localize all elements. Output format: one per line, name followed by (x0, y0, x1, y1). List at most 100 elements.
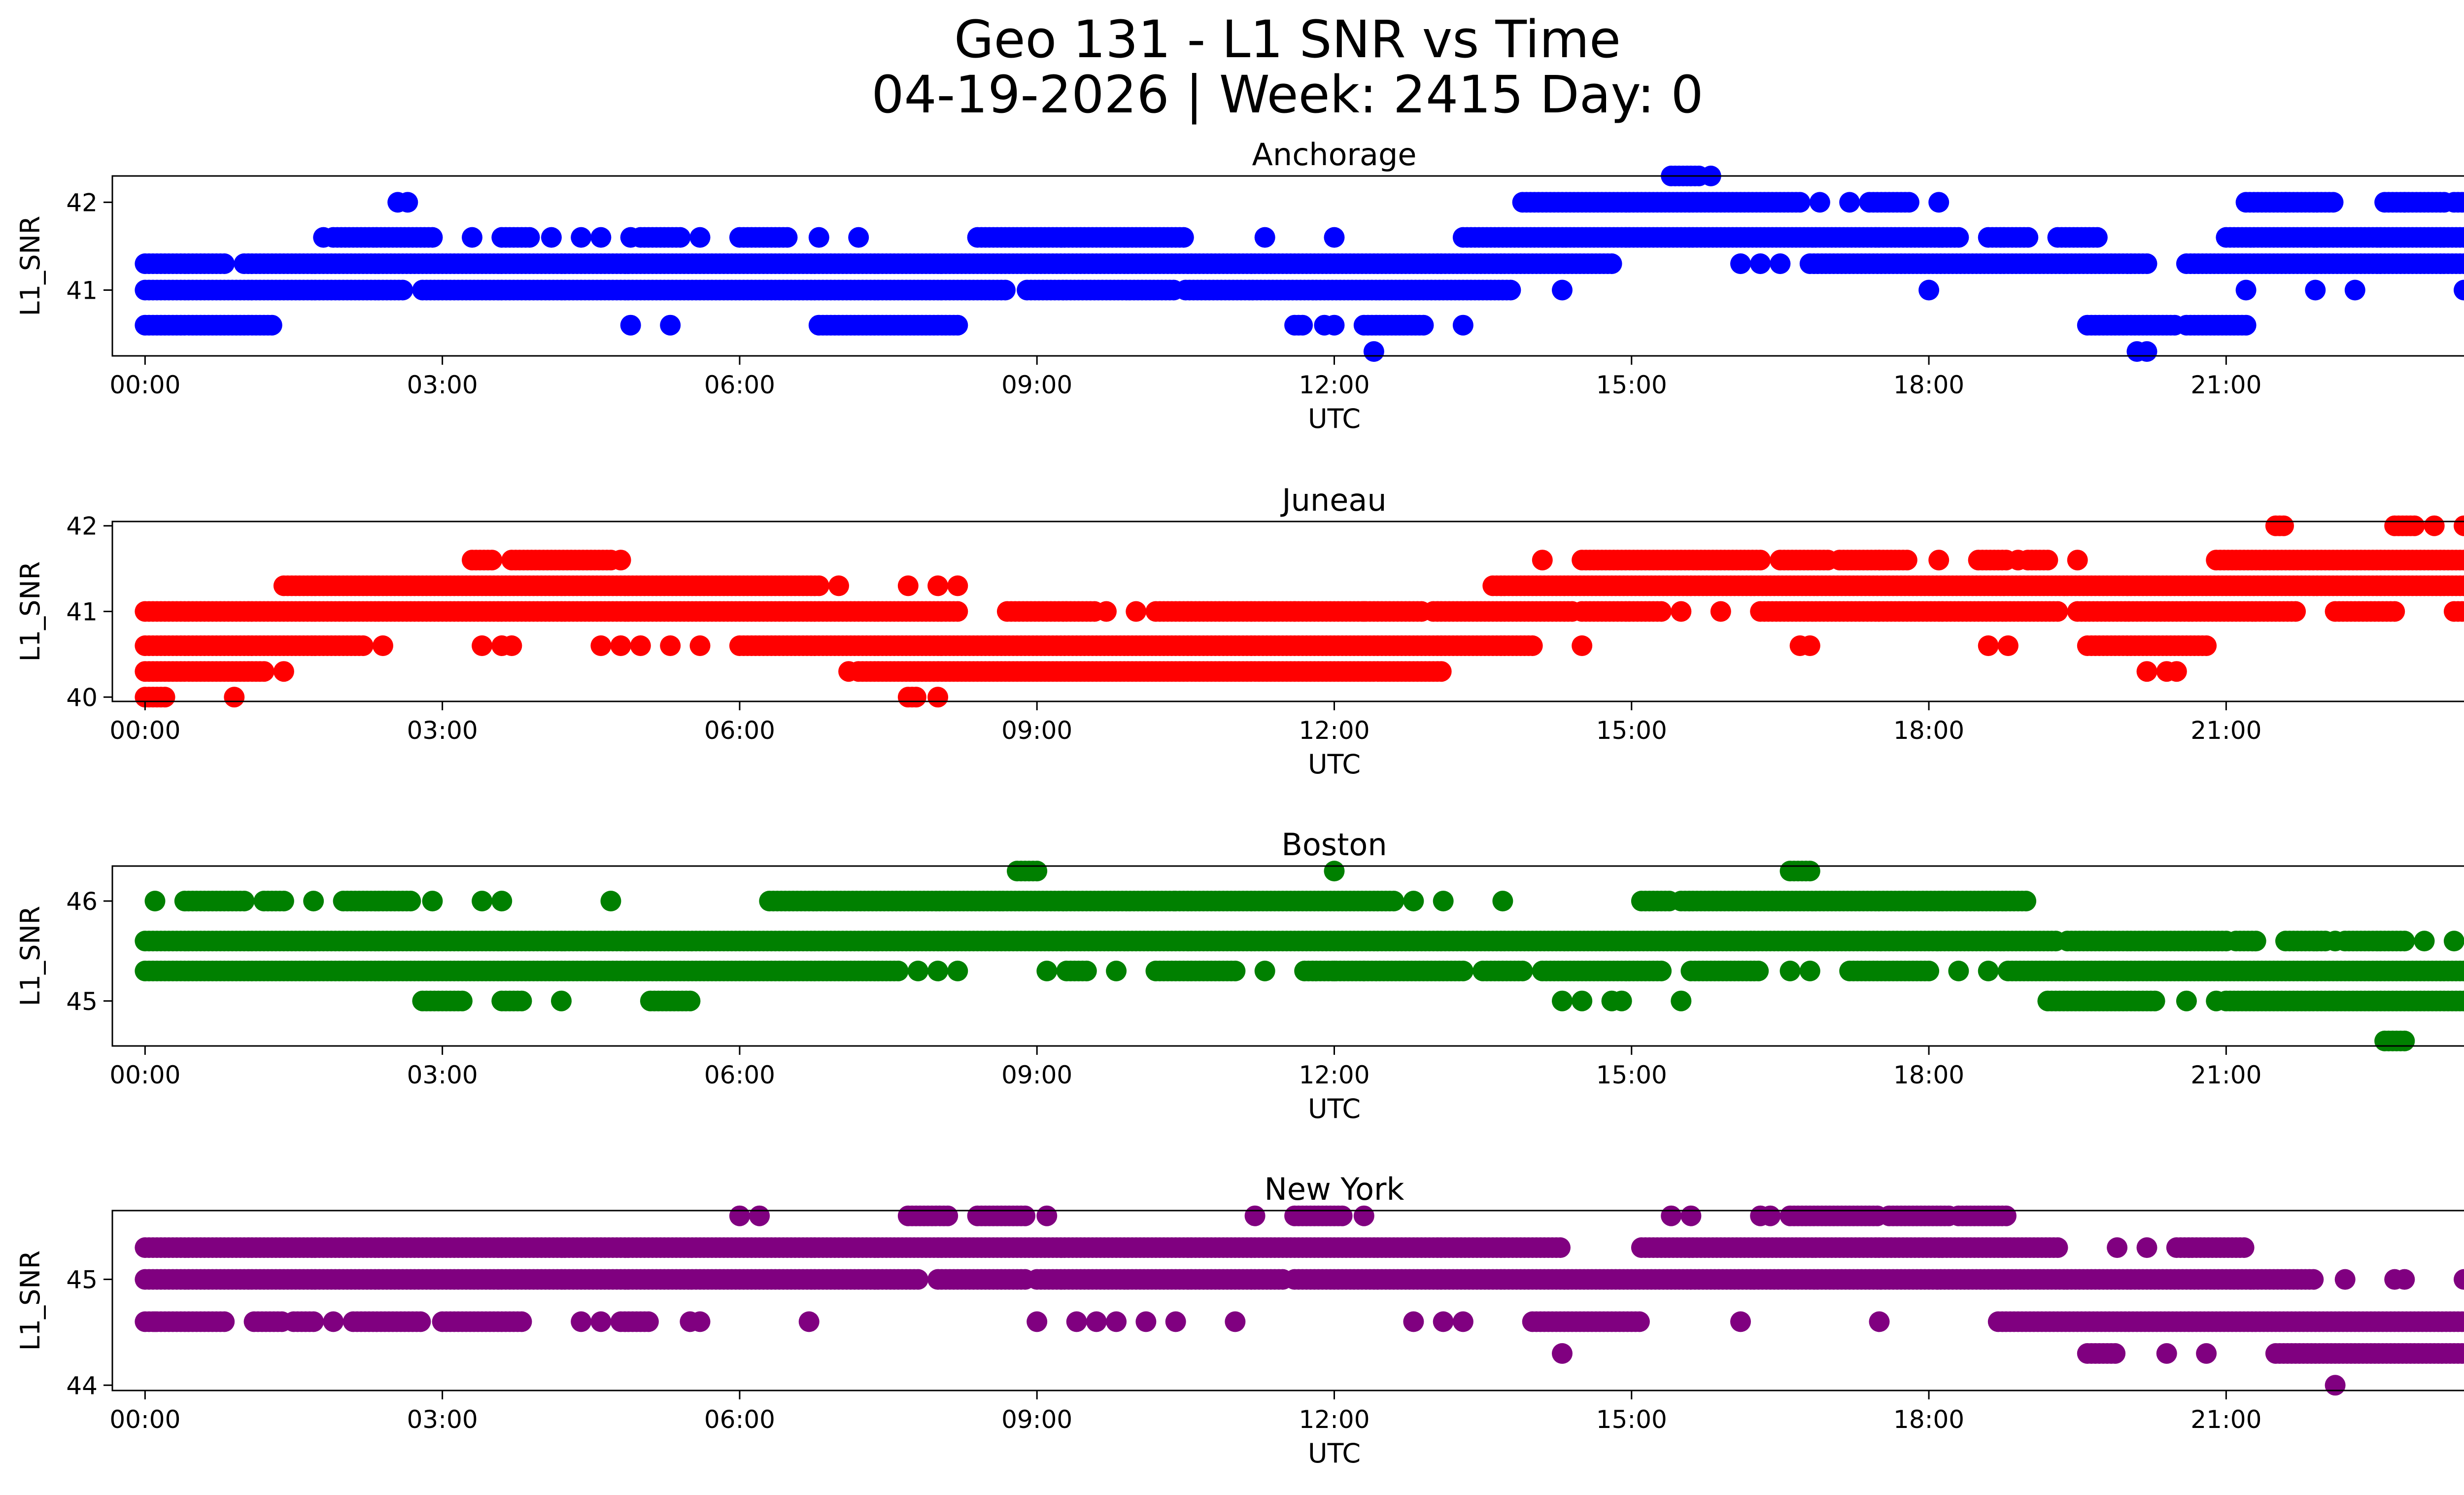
y-axis-label: L1_SNR (15, 906, 46, 1007)
data-point (2273, 515, 2294, 536)
data-point (1522, 635, 1543, 656)
data-point (1452, 960, 1473, 981)
data-point (2206, 990, 2227, 1011)
y-axis-label: L1_SNR (15, 216, 46, 316)
data-point (1770, 253, 1791, 274)
data-point (670, 227, 691, 248)
data-point (2166, 661, 2187, 682)
data-point (397, 192, 418, 213)
data-point (1264, 601, 1285, 622)
y-tick-label: 42 (66, 188, 98, 217)
data-point (2394, 1030, 2415, 1051)
data-point (689, 635, 711, 656)
data-point (2443, 931, 2464, 952)
data-point (261, 314, 282, 336)
data-point (1948, 960, 1969, 981)
data-point (947, 960, 968, 981)
data-point (313, 227, 334, 248)
data-point (1036, 960, 1058, 981)
data-point (2454, 515, 2464, 536)
data-point (2018, 227, 2039, 248)
data-point (1799, 635, 1820, 656)
data-point (1363, 341, 1384, 362)
x-tick-label: 09:00 (1001, 371, 1072, 399)
data-point (1809, 192, 1830, 213)
data-point (777, 227, 798, 248)
data-point (1076, 960, 1097, 981)
data-point (1431, 661, 1452, 682)
data-point (1500, 279, 1521, 301)
data-point (620, 314, 641, 336)
data-point (2458, 228, 2464, 247)
data-point (947, 575, 968, 596)
y-tick-label: 40 (66, 683, 98, 712)
data-point (1433, 891, 1454, 911)
data-point (1452, 314, 1473, 336)
data-point (1978, 635, 1999, 656)
data-point (2285, 601, 2306, 622)
x-tick-label: 06:00 (704, 716, 775, 745)
data-point (2462, 579, 2464, 592)
y-tick-label: 46 (66, 887, 98, 916)
subplot-title: Boston (1281, 827, 1387, 863)
x-tick-label: 15:00 (1596, 1061, 1667, 1089)
data-point (472, 891, 493, 911)
data-point (2462, 553, 2464, 567)
x-tick-label: 12:00 (1299, 1061, 1369, 1089)
data-point (1898, 192, 1919, 213)
data-point (2458, 576, 2464, 595)
data-point (1324, 861, 1345, 882)
data-point (630, 635, 651, 656)
figure-subtitle: 04-19-2026 | Week: 2415 Day: 0 (871, 65, 1704, 125)
data-point (680, 990, 701, 1011)
data-points-new-york (135, 1205, 2464, 1396)
data-point (947, 314, 968, 336)
data-point (422, 227, 443, 248)
data-point (1324, 960, 1345, 981)
data-point (491, 891, 513, 911)
subplot-juneau: 00:00 03:00 06:00 09:00 12:00 15:00 18:00 21:00… (15, 482, 2464, 780)
data-point (2144, 990, 2165, 1011)
data-point (808, 227, 829, 248)
data-point (2462, 994, 2464, 1008)
data-point (571, 227, 592, 248)
subplot-title: Anchorage (1252, 137, 1416, 173)
data-point (2414, 931, 2435, 952)
data-point (1789, 192, 1811, 213)
data-point (1928, 192, 1950, 213)
data-point (927, 960, 949, 981)
data-point (234, 891, 255, 911)
data-point (519, 227, 540, 248)
data-point (144, 891, 166, 911)
data-point (2016, 891, 2037, 911)
data-point (2424, 515, 2445, 536)
data-point (907, 1269, 928, 1290)
x-axis-label: UTC (1308, 749, 1361, 780)
data-point (590, 635, 612, 656)
data-point (660, 635, 681, 656)
data-point (2323, 192, 2344, 213)
x-tick-label: 03:00 (407, 371, 478, 399)
data-point (590, 227, 612, 248)
data-point (1978, 960, 1999, 981)
data-point (472, 635, 493, 656)
data-point (1671, 601, 1692, 622)
data-point (610, 635, 631, 656)
data-points-boston (135, 861, 2464, 1051)
data-point (927, 575, 949, 596)
data-point (1254, 227, 1275, 248)
data-point (2325, 931, 2346, 952)
data-point (1532, 550, 1553, 571)
data-point (808, 575, 829, 596)
x-tick-label: 12:00 (1299, 371, 1369, 399)
data-point (1254, 960, 1275, 981)
data-point (2394, 192, 2415, 213)
data-point (600, 891, 621, 911)
data-point (2067, 550, 2088, 571)
data-point (373, 635, 393, 656)
data-point (253, 661, 274, 682)
data-point (1710, 601, 1731, 622)
data-point (2305, 279, 2326, 301)
data-point (273, 661, 294, 682)
data-point (1651, 601, 1672, 622)
